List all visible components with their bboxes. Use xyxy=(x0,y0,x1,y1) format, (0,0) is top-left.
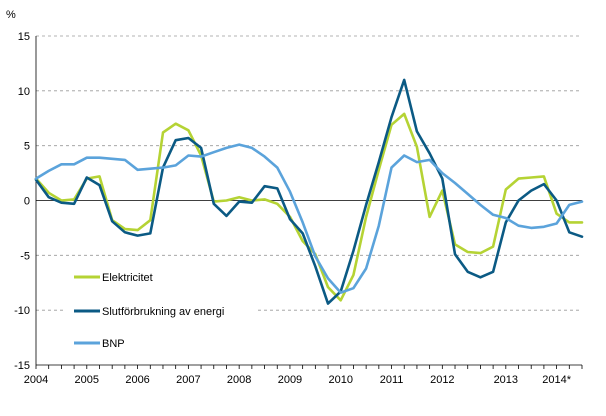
x-tick-label: 2010 xyxy=(329,374,353,386)
y-axis-unit-label: % xyxy=(6,9,16,21)
x-axis: 2004 2005 2006 2007 2008 2009 2010 2011 2012 2013… xyxy=(24,36,583,386)
legend-label: Slutförbrukning av energi xyxy=(102,306,224,318)
y-tick-label: 0 xyxy=(24,196,30,208)
y-tick-label: 15 xyxy=(18,31,30,43)
legend-label: BNP xyxy=(102,338,125,350)
y-tick-label: -15 xyxy=(14,360,30,372)
x-tick-label: 2011 xyxy=(380,374,404,386)
x-tick-label: 2006 xyxy=(125,374,149,386)
x-tick-label: 2004 xyxy=(24,374,48,386)
x-tick-label: 2009 xyxy=(278,374,302,386)
x-tick-label: 2008 xyxy=(227,374,251,386)
legend-label: Elektricitet xyxy=(102,272,153,284)
y-tick-label: 5 xyxy=(24,141,30,153)
x-tick-label: 2014* xyxy=(542,374,571,386)
y-tick-label: -5 xyxy=(20,250,30,262)
x-tick-label: 2013 xyxy=(494,374,518,386)
x-tick-label: 2012 xyxy=(430,374,454,386)
series-lines xyxy=(34,78,584,305)
gridlines xyxy=(36,35,582,311)
x-tick-label: 2005 xyxy=(75,374,99,386)
x-tick-label: 2007 xyxy=(176,374,200,386)
series-line-slutf-rbrukning-av-energi xyxy=(34,78,584,305)
y-tick-labels: 15 10 5 0 -5 -10 -15 xyxy=(14,31,30,372)
series-line-bnp xyxy=(34,143,584,294)
y-tick-label: -10 xyxy=(14,305,30,317)
y-tick-label: 10 xyxy=(18,86,30,98)
legend: Elektricitet Slutförbrukning av energi BNP xyxy=(66,264,256,356)
